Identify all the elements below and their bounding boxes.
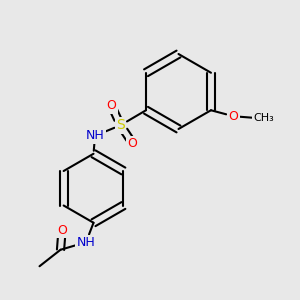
Text: CH₃: CH₃ xyxy=(253,113,274,123)
Text: NH: NH xyxy=(76,236,95,249)
Text: O: O xyxy=(229,110,238,123)
Text: O: O xyxy=(128,137,137,150)
Text: O: O xyxy=(106,99,116,112)
Text: O: O xyxy=(57,224,67,237)
Text: NH: NH xyxy=(85,129,104,142)
Text: S: S xyxy=(116,118,125,132)
